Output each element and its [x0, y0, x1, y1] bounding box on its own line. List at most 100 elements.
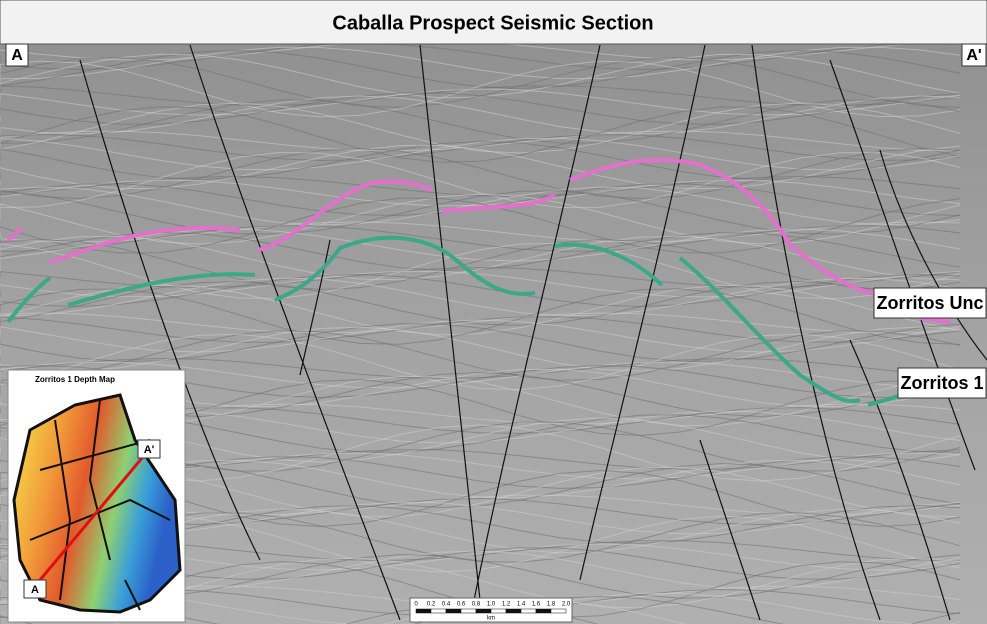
fault [299, 239, 331, 376]
reflector [0, 106, 961, 163]
scale-tick-label: 0.6 [457, 602, 466, 608]
inset-end-label: A' [144, 444, 155, 456]
horizon-label-box [873, 287, 987, 319]
horizon-segment [554, 242, 664, 287]
title: Caballa Prospect Seismic Section [332, 12, 653, 34]
scale-segment [445, 608, 462, 614]
scale-segment [550, 608, 567, 614]
reflector [0, 99, 961, 144]
reflector [0, 273, 961, 308]
horizon-zorritos-1 [6, 235, 902, 407]
end-label: A [11, 47, 23, 64]
inset-end-label: A [31, 584, 39, 596]
reflector [0, 175, 961, 198]
inset-end-label-box [137, 439, 161, 459]
reflector [0, 361, 961, 389]
reflector [0, 277, 961, 317]
reflector [0, 312, 961, 334]
scale-tick-label: 1.4 [517, 602, 526, 608]
scale-tick-label: 0.4 [442, 602, 451, 608]
scale-segment [535, 608, 552, 614]
scale-tick-label: 0 [414, 602, 418, 608]
horizon-segment [919, 316, 951, 324]
horizon-zorritos-unc [6, 158, 951, 324]
horizon-label-box [897, 367, 987, 399]
inset-fault [124, 579, 141, 611]
scale-tick-label: 2.0 [562, 602, 571, 608]
inset-fault [39, 439, 151, 471]
scale-tick-label: 1.6 [532, 602, 541, 608]
fault [419, 44, 481, 601]
horizon-segment [678, 256, 861, 404]
reflector [0, 197, 961, 254]
reflector [0, 333, 961, 391]
reflector [0, 266, 961, 289]
reflector [0, 151, 961, 209]
reflector [0, 221, 961, 243]
reflector [0, 186, 961, 226]
scale-segment [490, 608, 507, 614]
reflector [0, 60, 961, 118]
horizon-label: Zorritos Unc [876, 293, 983, 313]
fault [699, 439, 761, 621]
scale-segment [520, 608, 537, 614]
reflector [0, 179, 961, 207]
reflector [0, 357, 961, 380]
reflector [0, 56, 961, 108]
fault [751, 44, 881, 621]
reflector [0, 46, 961, 80]
fault [879, 149, 987, 361]
reflector [0, 53, 961, 99]
fault [579, 44, 706, 581]
reflector [0, 232, 961, 271]
reflector [0, 137, 961, 171]
inset-end-label-box [23, 579, 47, 599]
horizon-segment [67, 272, 256, 307]
fault [189, 44, 401, 621]
scale-segment [415, 608, 432, 614]
scale-tick-label: 1.2 [502, 602, 511, 608]
reflector [0, 133, 961, 162]
scale-tick-label: 0.8 [472, 602, 481, 608]
scale-unit: km [487, 616, 495, 622]
scale-tick-label: 0.2 [427, 602, 436, 608]
scale-tick-label: 1.8 [547, 602, 556, 608]
reflector [0, 316, 961, 343]
horizon-segment [6, 226, 24, 242]
inset-fault [29, 498, 171, 541]
reflector [0, 92, 961, 125]
scale-segment [460, 608, 477, 614]
reflector [0, 49, 961, 90]
reflector [0, 330, 961, 381]
horizon-segment [441, 193, 557, 214]
reflector [0, 42, 961, 71]
fault [79, 59, 261, 561]
horizon-segment [274, 235, 536, 302]
scale-segment [430, 608, 447, 614]
horizon-segment [569, 158, 881, 297]
horizon-label: Zorritos 1 [900, 373, 983, 393]
inset-map: Zorritos 1 Depth Map A A' [7, 369, 186, 623]
reflector [0, 238, 961, 291]
scale-segment [475, 608, 492, 614]
fault [469, 44, 601, 621]
inset-fault [54, 419, 72, 601]
title-bar [0, 0, 987, 45]
inset-section-line [38, 457, 144, 581]
horizon-segment [49, 225, 241, 264]
horizon-segment [6, 276, 52, 324]
reflector [0, 319, 961, 353]
inset-fault [88, 399, 111, 561]
fault [829, 59, 976, 471]
end-label-box [5, 43, 29, 67]
fault [849, 339, 951, 621]
reflector [0, 326, 961, 372]
end-label: A' [966, 47, 981, 64]
scale-segment [505, 608, 522, 614]
scale-bar: 0 0.2 0.4 0.6 0.8 1.0 1.2 1.4 1.6 1.8 2.0 km [409, 597, 573, 623]
scale-tick-label: 1.0 [487, 602, 496, 608]
horizon-segment [257, 179, 433, 252]
faults [79, 44, 987, 621]
inset-title: Zorritos 1 Depth Map [35, 375, 115, 384]
